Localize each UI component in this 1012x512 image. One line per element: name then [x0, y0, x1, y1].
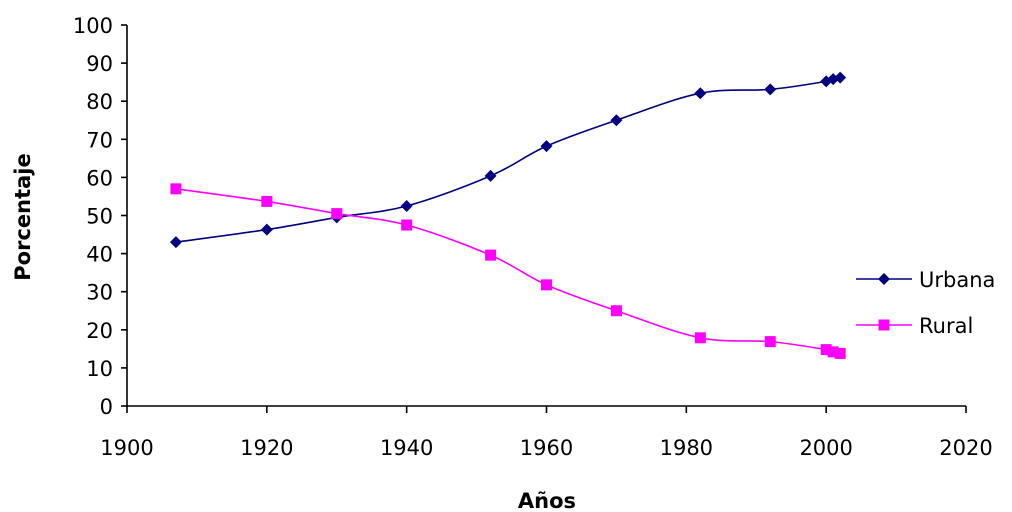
- data-point-urbana: [764, 83, 777, 96]
- data-point-rural: [820, 344, 832, 356]
- y-tick-label: 100: [73, 14, 113, 38]
- legend-marker-urbana: [878, 273, 890, 285]
- legend-item-urbana: Urbana: [856, 268, 995, 292]
- y-tick-label: 20: [86, 319, 113, 343]
- x-tick-label: 1940: [380, 436, 433, 460]
- data-point-urbana: [610, 114, 623, 127]
- data-point-urbana: [260, 223, 273, 236]
- x-axis-title: Años: [518, 489, 576, 512]
- series-rural: [170, 183, 846, 359]
- x-tick-label: 2000: [799, 436, 852, 460]
- x-tick-label: 1900: [100, 436, 153, 460]
- data-point-rural: [834, 347, 846, 359]
- data-point-rural: [827, 346, 839, 358]
- data-point-rural: [485, 249, 497, 261]
- legend-item-rural: Rural: [856, 314, 973, 338]
- legend-marker-rural: [878, 319, 890, 331]
- series-urbana-line: [175, 76, 841, 243]
- data-point-urbana: [484, 169, 497, 182]
- series-layer: [169, 71, 847, 359]
- x-axis-ticks: 1900 1920 1940 1960 1980 2000 2020: [100, 406, 993, 460]
- data-point-rural: [261, 195, 273, 207]
- x-tick-label: 1920: [240, 436, 293, 460]
- y-tick-label: 70: [86, 128, 113, 152]
- data-point-rural: [694, 332, 706, 344]
- data-point-urbana: [694, 87, 707, 100]
- y-tick-label: 50: [86, 205, 113, 229]
- data-point-rural: [401, 219, 413, 231]
- y-axis-title: Porcentaje: [11, 153, 35, 280]
- y-tick-label: 90: [86, 52, 113, 76]
- y-axis-ticks: 0 10 20 30 40 50 60 70 80 90 100: [73, 14, 127, 419]
- x-tick-label: 2020: [939, 436, 992, 460]
- data-point-rural: [610, 305, 622, 317]
- data-point-urbana: [834, 71, 847, 84]
- x-tick-label: 1980: [660, 436, 713, 460]
- data-point-rural: [170, 183, 182, 195]
- data-point-urbana: [540, 140, 553, 153]
- y-tick-label: 10: [86, 357, 113, 381]
- y-tick-label: 80: [86, 90, 113, 114]
- x-tick-label: 1960: [520, 436, 573, 460]
- data-point-urbana: [169, 236, 182, 249]
- series-rural-line: [175, 188, 841, 355]
- data-point-urbana: [400, 199, 413, 212]
- legend-label-rural: Rural: [919, 314, 973, 338]
- data-point-rural: [764, 336, 776, 348]
- data-point-rural: [331, 208, 343, 220]
- legend-label-urbana: Urbana: [919, 268, 995, 292]
- y-tick-label: 30: [86, 281, 113, 305]
- series-urbana: [169, 71, 847, 249]
- y-tick-label: 60: [86, 166, 113, 190]
- y-tick-label: 0: [100, 395, 113, 419]
- data-point-rural: [541, 279, 552, 291]
- y-tick-label: 40: [86, 243, 113, 267]
- legend: Urbana Rural: [856, 268, 995, 338]
